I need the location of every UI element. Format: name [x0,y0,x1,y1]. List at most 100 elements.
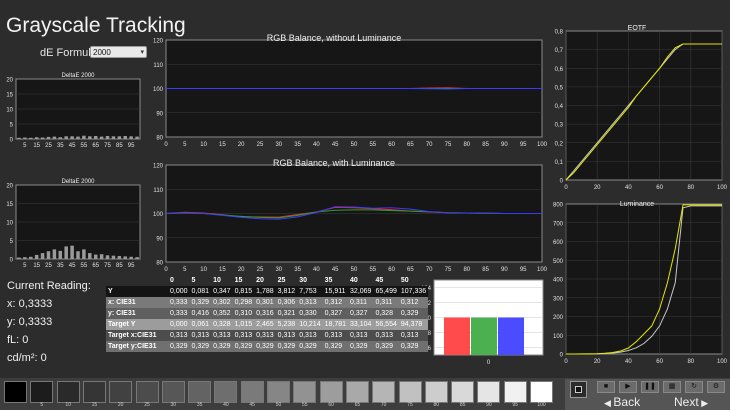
pause-button[interactable]: ❚❚ [641,381,659,393]
gray-swatch-0[interactable] [4,381,27,403]
rgb-bar-G [471,317,497,355]
table-header-cell: 0 [170,277,174,284]
deltae_bottom-ytick-label: 10 [6,221,13,227]
rgb_bars-ytick-label: 104 [421,286,432,292]
table-cell: 0,328 [213,321,231,328]
rgb_bottom-xtick-label: 0 [164,267,168,273]
gray-swatch-65[interactable] [345,381,369,403]
rgb_bottom-xtick-label: 15 [219,267,226,273]
measurements-table: 0 5 10 15 20 25 30 35 40 45 50 Y 0,000 0,081 0,347 0,81… [106,275,429,352]
gray-swatch-5[interactable] [30,381,54,403]
table-cell: 1,015 [234,321,253,328]
gray-swatch-45[interactable] [240,381,264,403]
gray-swatch-80[interactable] [424,381,448,403]
reading-fl: fL: 0 [7,334,29,346]
table-cell: 18,781 [324,321,347,328]
rgb_bottom-xtick-label: 50 [351,267,358,273]
rgb_bottom-ytick-label: 90 [156,236,163,242]
luminance-ytick-label: 800 [553,203,564,209]
refresh-button[interactable]: ↻ [685,381,703,393]
gray-swatch-60[interactable] [319,381,343,403]
table-header-cell: 10 [213,277,221,284]
rgb_top-series-line-2 [166,88,542,90]
deltae_bottom-ytick-label: 5 [10,239,14,245]
deltae_bottom-bar [29,256,33,259]
deltae_bottom-bar [135,257,139,259]
gray-swatch-55[interactable] [293,381,317,403]
gray-swatch-15[interactable] [82,381,106,403]
gray-swatch-90[interactable] [477,381,501,403]
table-cell: 0,330 [299,310,317,317]
gray-swatch-label: 80 [433,402,440,408]
table-header-cell: 40 [350,277,358,284]
gray-swatch-label: 95 [512,402,518,408]
deltae_top-bar [117,136,122,139]
record-button[interactable] [570,381,587,398]
table-cell: 0,329 [170,343,188,350]
table-cell: 0,329 [299,343,317,350]
play-button[interactable]: ▶ [619,381,637,393]
gray-swatch-95[interactable] [503,381,527,403]
gray-swatch-label: 90 [486,402,492,408]
table-header-cell: 25 [277,277,286,284]
gray-swatch-label: 85 [459,402,466,408]
table-cell: 0,815 [234,288,253,295]
table-cell: 0,316 [256,310,274,317]
rgb_bottom-xtick-label: 60 [388,267,395,273]
gray-swatch-label: 5 [40,402,44,408]
stop-button[interactable]: ■ [597,381,615,393]
stop-icon: ■ [603,383,609,390]
gray-swatch-label: 75 [407,402,413,408]
reading-y: y: 0,3333 [7,316,53,328]
deltae_top-bar [93,136,98,139]
table-header-cell: 15 [234,277,243,284]
eotf-ytick-label: 0,8 [555,30,564,36]
table-row-label: x: CIE31 [108,299,136,306]
table-cell: 0,000 [170,321,188,328]
back-button[interactable]: ◀ Back [604,395,640,409]
rgb_top-xtick-label: 100 [537,142,548,148]
settings-button[interactable]: ⚙ [707,381,725,393]
gray-swatch-label: 65 [354,402,361,408]
table-cell: 0,312 [400,299,419,306]
rgb_top-ytick-label: 80 [156,136,163,142]
gray-swatch-10[interactable] [56,381,80,403]
eotf-ytick-label: 0,2 [555,141,564,147]
rgb_top-xtick-label: 15 [219,142,226,148]
gray-swatch-30[interactable] [161,381,185,403]
table-cell: 0,301 [256,299,274,306]
table-cell: 94,378 [400,321,423,328]
de-formula-select[interactable]: 2000 ▾ [90,46,147,58]
table-cell: 0,329 [375,343,393,350]
rgb_top-xtick-label: 10 [200,142,207,148]
deltae_top-ytick-label: 20 [6,78,13,84]
rgb_top-xtick-label: 85 [482,142,489,148]
gray-swatch-100[interactable] [530,381,553,403]
reading-title: Current Reading: [7,280,91,292]
rgb_top-xtick-label: 55 [369,142,376,148]
deltae_top-bar [34,137,39,139]
rgb_bottom-xtick-label: 90 [501,267,508,273]
deltae_top-xtick-label: 65 [92,143,99,149]
next-label: Next [674,395,699,409]
grid-button[interactable]: ▦ [663,381,681,393]
gray-swatch-40[interactable] [214,381,238,403]
table-cell: 107,336 [400,288,427,295]
gray-swatch-25[interactable] [135,381,159,403]
rgb_bottom-xtick-label: 40 [313,267,320,273]
gray-swatch-35[interactable] [188,381,212,403]
next-button[interactable]: Next ▶ [674,395,708,409]
gray-swatch-85[interactable] [451,381,475,403]
deltae_bottom-bar [34,254,39,259]
eotf-xtick-label: 60 [656,185,663,191]
rgb_bottom-xtick-label: 30 [275,267,282,273]
rgb_top-xtick-label: 35 [294,142,301,148]
table-cell: 0,313 [324,332,343,339]
gray-swatch-20[interactable] [109,381,133,403]
deltae_bottom-xtick-label: 75 [104,263,111,269]
gray-swatch-75[interactable] [398,381,422,403]
deltae_bottom-bar [70,245,74,259]
gray-swatch-70[interactable] [372,381,396,403]
rgb_top-ytick-label: 100 [153,87,164,93]
gray-swatch-50[interactable] [267,381,290,403]
